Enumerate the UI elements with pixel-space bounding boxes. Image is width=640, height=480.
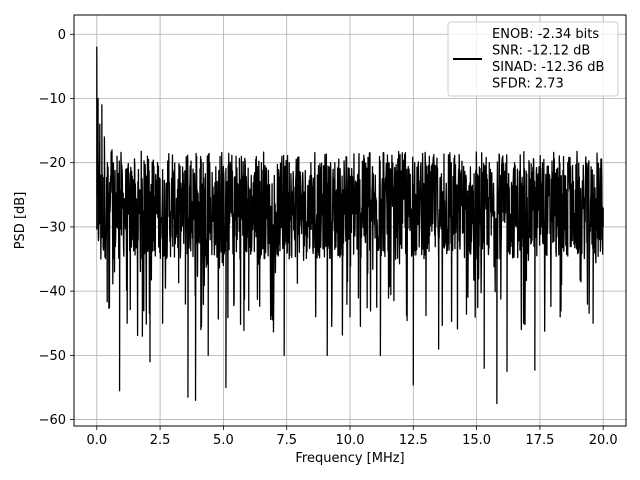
y-tick-label: −10	[39, 92, 66, 107]
legend-box	[447, 21, 619, 97]
y-tick-label: −20	[39, 156, 66, 171]
legend-sinad: SINAD: -12.36 dB	[492, 60, 604, 75]
y-axis-ticks: 0 −10 −20 −30 −40 −50 −60	[39, 28, 74, 428]
x-axis-ticks: 0.0 2.5 5.0 7.5 10.0 12.5 15.0 17.5 20.0	[86, 426, 618, 448]
x-tick-label: 5.0	[213, 433, 234, 448]
legend-enob: ENOB: -2.34 bits	[492, 27, 599, 42]
psd-line	[96, 46, 604, 405]
y-tick-label: 0	[58, 28, 66, 43]
legend-snr: SNR: -12.12 dB	[492, 44, 590, 59]
x-tick-label: 17.5	[525, 433, 554, 448]
psd-series	[96, 46, 604, 405]
x-tick-label: 2.5	[150, 433, 171, 448]
y-axis-label: PSD [dB]	[13, 192, 28, 250]
legend: ENOB: -2.34 bits SNR: -12.12 dB SINAD: -…	[447, 21, 619, 97]
x-tick-label: 0.0	[86, 433, 107, 448]
y-tick-label: −50	[39, 349, 66, 364]
y-tick-label: −40	[39, 285, 66, 300]
x-tick-label: 10.0	[336, 433, 365, 448]
x-tick-label: 20.0	[589, 433, 618, 448]
x-tick-label: 12.5	[399, 433, 428, 448]
x-tick-label: 7.5	[276, 433, 297, 448]
legend-sfdr: SFDR: 2.73	[492, 77, 564, 92]
x-axis-label: Frequency [MHz]	[295, 451, 404, 466]
y-tick-label: −60	[39, 413, 66, 428]
x-tick-label: 15.0	[462, 433, 491, 448]
y-tick-label: −30	[39, 220, 66, 235]
